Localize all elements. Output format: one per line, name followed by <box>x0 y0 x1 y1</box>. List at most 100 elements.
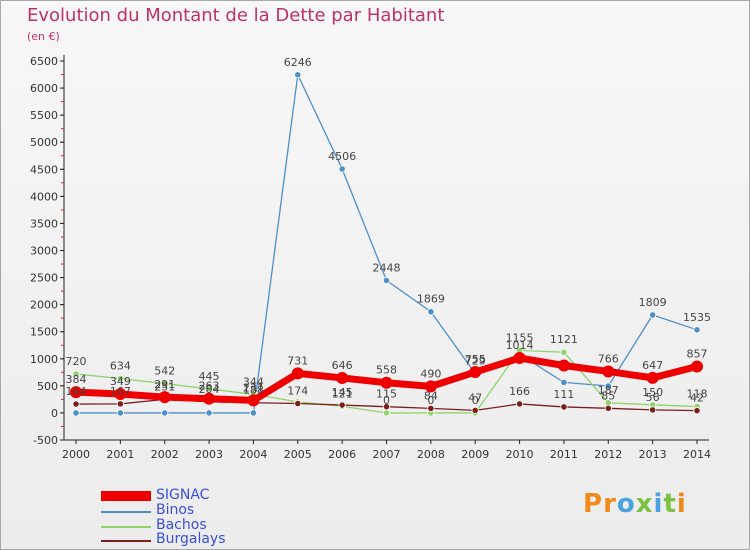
data-label-binos: 2448 <box>373 261 401 274</box>
data-point-burgalays <box>116 400 124 408</box>
logo-letter: r <box>603 489 617 519</box>
y-tick-label: 4000 <box>30 190 58 203</box>
data-label-signac: 1014 <box>506 339 534 352</box>
data-point-binos <box>161 409 169 417</box>
y-tick-label: 1500 <box>30 326 58 339</box>
data-label-bachos: 344 <box>243 375 264 388</box>
y-tick-label: 1000 <box>30 353 58 366</box>
data-label-bachos: 150 <box>642 386 663 399</box>
chart-title: Evolution du Montant de la Dette par Hab… <box>27 5 445 26</box>
y-tick-label: 6000 <box>30 82 58 95</box>
data-label-bachos: 1155 <box>506 331 534 344</box>
data-point-burgalays <box>294 399 302 408</box>
x-tick-label: 2014 <box>683 448 711 461</box>
data-point-signac <box>247 394 260 407</box>
data-point-signac <box>513 352 526 365</box>
data-label-signac: 646 <box>332 359 353 372</box>
data-point-binos <box>560 378 568 386</box>
data-point-burgalays <box>515 400 524 408</box>
logo-letter: i <box>653 489 664 519</box>
data-point-burgalays <box>382 403 391 411</box>
y-tick-label: 500 <box>37 380 58 393</box>
data-point-binos <box>249 409 258 417</box>
data-point-signac <box>203 392 216 405</box>
x-tick-label: 2010 <box>506 448 534 461</box>
data-label-binos: 729 <box>465 354 486 367</box>
data-point-signac <box>291 367 304 380</box>
data-label-signac: 349 <box>110 375 131 388</box>
data-point-bachos <box>116 375 124 383</box>
data-label-bachos: 0 <box>472 394 479 407</box>
legend-swatch-signac <box>101 491 151 501</box>
data-point-binos <box>205 409 213 417</box>
x-tick-label: 2006 <box>328 448 356 461</box>
data-point-signac <box>114 388 127 401</box>
legend-label-bachos: Bachos <box>156 517 207 533</box>
data-label-bachos: 445 <box>199 370 220 383</box>
data-label-signac: 558 <box>376 364 397 377</box>
data-point-signac <box>424 380 437 393</box>
x-tick-label: 2004 <box>239 448 267 461</box>
data-point-binos <box>72 409 80 417</box>
y-tick-label: 3500 <box>30 217 58 230</box>
logo-letter: P <box>583 489 604 519</box>
data-label-burgalays: 85 <box>601 389 615 402</box>
legend-swatch-bachos <box>101 526 151 528</box>
y-tick-label: 5000 <box>30 136 58 149</box>
data-label-binos: 1809 <box>639 296 667 309</box>
data-point-burgalays <box>604 404 612 412</box>
data-label-signac: 731 <box>287 354 308 367</box>
chart-unit: (en €) <box>27 30 60 43</box>
data-label-binos: 1869 <box>417 293 445 306</box>
data-point-binos <box>693 326 701 334</box>
data-point-signac <box>691 360 703 373</box>
data-point-burgalays <box>693 407 701 415</box>
data-point-signac <box>602 365 615 378</box>
y-tick-label: 3000 <box>30 245 58 258</box>
data-label-bachos: 1121 <box>550 333 578 346</box>
logo-letter: i <box>676 489 687 519</box>
data-label-signac: 857 <box>687 348 708 361</box>
data-label-burgalays: 174 <box>287 385 308 398</box>
data-label-bachos: 121 <box>332 387 353 400</box>
data-label-burgalays: 111 <box>553 388 574 401</box>
data-point-bachos <box>205 385 213 393</box>
data-point-signac <box>380 376 393 389</box>
y-tick-label: 6500 <box>30 55 58 68</box>
data-point-binos <box>338 165 346 173</box>
data-label-signac: 231 <box>243 381 264 394</box>
data-point-binos <box>382 276 391 284</box>
data-point-bachos <box>382 409 391 417</box>
data-label-signac: 291 <box>154 378 175 391</box>
data-point-signac <box>469 366 482 379</box>
data-label-burgalays: 47 <box>468 391 482 404</box>
data-label-burgalays: 42 <box>690 392 704 405</box>
data-point-binos <box>294 71 302 79</box>
data-point-binos <box>427 308 435 316</box>
data-label-signac: 384 <box>66 373 87 386</box>
proxiti-logo: Proxiti <box>583 489 687 519</box>
x-tick-label: 2009 <box>461 448 489 461</box>
data-point-signac <box>557 359 570 372</box>
data-point-burgalays <box>560 403 568 411</box>
x-tick-label: 2001 <box>106 448 134 461</box>
data-point-burgalays <box>649 406 657 414</box>
data-label-burgalays: 204 <box>199 383 220 396</box>
data-label-burgalays: 145 <box>332 386 353 399</box>
data-label-burgalays: 251 <box>154 380 175 393</box>
data-label-signac: 490 <box>420 367 441 380</box>
data-label-burgalays: 166 <box>509 385 530 398</box>
logo-letter: o <box>616 489 636 519</box>
y-tick-label: 2000 <box>30 299 58 312</box>
data-label-bachos: 118 <box>687 388 708 401</box>
y-tick-label: 4500 <box>30 163 58 176</box>
data-label-bachos: 0 <box>427 394 434 407</box>
data-point-bachos <box>72 370 80 378</box>
data-point-signac <box>646 371 659 384</box>
data-label-bachos: 187 <box>598 384 619 397</box>
y-tick-label: -500 <box>33 434 58 447</box>
data-label-burgalays: 167 <box>110 385 131 398</box>
x-tick-label: 2012 <box>594 448 622 461</box>
